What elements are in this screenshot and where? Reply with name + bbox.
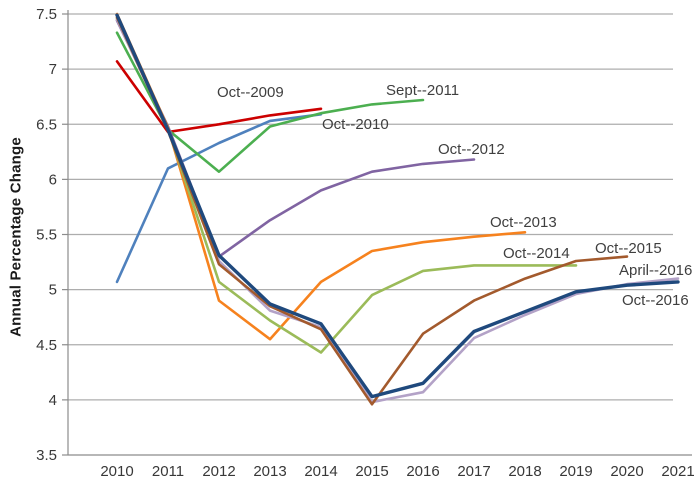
x-tick-label-2011: 2011 bbox=[152, 463, 184, 480]
y-tick-label: 4.5 bbox=[36, 337, 57, 354]
x-tick-label-2015: 2015 bbox=[355, 463, 388, 480]
y-tick-label: 6 bbox=[49, 171, 57, 188]
y-tick-label: 5 bbox=[49, 282, 57, 299]
series-label-sept-2011: Sept--2011 bbox=[386, 82, 459, 99]
x-tick-label-2017: 2017 bbox=[457, 463, 490, 480]
y-axis-title: Annual Percentage Change bbox=[7, 137, 25, 337]
x-tick-label-2020: 2020 bbox=[610, 463, 643, 480]
y-tick-label: 6.5 bbox=[36, 116, 57, 133]
y-tick-label: 4 bbox=[49, 392, 57, 409]
series-label-oct-2010: Oct--2010 bbox=[322, 116, 389, 133]
series-label-oct-2016: Oct--2016 bbox=[622, 292, 689, 309]
series-line-oct-2015 bbox=[115, 15, 629, 406]
x-tick-label-2012: 2012 bbox=[202, 463, 235, 480]
x-tick-label-2013: 2013 bbox=[253, 463, 286, 480]
series-label-oct-2014: Oct--2014 bbox=[503, 245, 570, 262]
series-label-oct-2015: Oct--2015 bbox=[595, 240, 662, 257]
y-tick-label: 7.5 bbox=[36, 6, 57, 23]
x-tick-label-2010: 2010 bbox=[100, 463, 133, 480]
x-tick-label-2018: 2018 bbox=[508, 463, 541, 480]
y-tick-label: 3.5 bbox=[36, 447, 57, 464]
series-line-oct-2013 bbox=[115, 12, 527, 341]
series-label-oct-2009: Oct--2009 bbox=[217, 84, 284, 101]
series-line-oct-2016 bbox=[115, 13, 680, 399]
y-tick-label: 5.5 bbox=[36, 227, 57, 244]
series-line-oct-2009 bbox=[115, 60, 323, 134]
series-label-oct-2012: Oct--2012 bbox=[438, 141, 505, 158]
series-label-oct-2013: Oct--2013 bbox=[490, 214, 557, 231]
series-line-oct-2010 bbox=[115, 113, 323, 284]
x-tick-label-2014: 2014 bbox=[304, 463, 337, 480]
series-label-april-2016: April--2016 bbox=[619, 262, 692, 279]
x-tick-label-2021: 2021 bbox=[661, 463, 694, 480]
series-line-sept-2011 bbox=[115, 31, 425, 173]
y-tick-label: 7 bbox=[49, 61, 57, 78]
x-tick-label-2019: 2019 bbox=[559, 463, 592, 480]
series-line-oct-2014 bbox=[115, 17, 578, 354]
x-tick-label-2016: 2016 bbox=[406, 463, 439, 480]
